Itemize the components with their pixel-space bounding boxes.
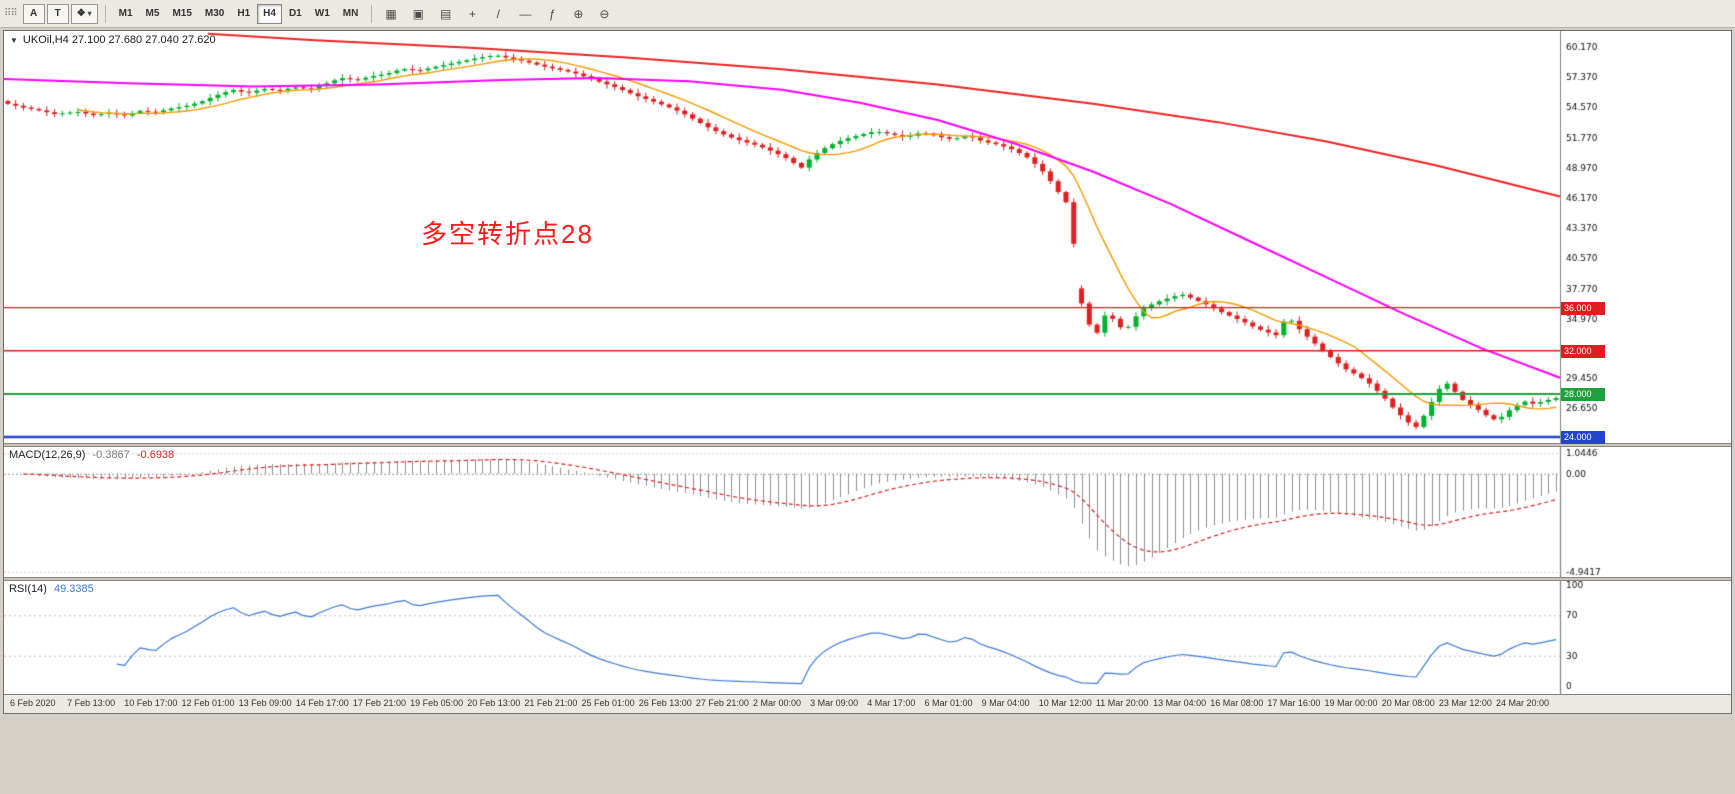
zoom-out-icon: ⊖ bbox=[599, 6, 610, 21]
rsi-label: RSI(14) 49.3385 bbox=[9, 583, 94, 595]
time-axis-label: 17 Feb 21:00 bbox=[352, 698, 406, 708]
timeframe-button-M15[interactable]: M15 bbox=[172, 8, 192, 19]
price-level-tag-36.000[interactable]: 36.000 bbox=[1561, 301, 1605, 315]
chart-shift-icon: ▣ bbox=[412, 6, 424, 21]
time-axis-label: 26 Feb 13:00 bbox=[638, 698, 692, 708]
crosshair-icon: + bbox=[468, 6, 476, 21]
cursor-a-button[interactable]: A bbox=[22, 3, 45, 24]
time-axis-label: 6 Feb 2020 bbox=[10, 698, 56, 708]
symbol-ohlc-label: ▼ UKOil,H4 27.100 27.680 27.040 27.620 bbox=[10, 34, 216, 46]
zoom-in-icon: ⊕ bbox=[573, 6, 584, 21]
time-axis-label: 23 Mar 12:00 bbox=[1438, 698, 1492, 708]
timeframe-button-H1[interactable]: H1 bbox=[237, 8, 251, 19]
time-axis-label: 4 Mar 17:00 bbox=[867, 698, 916, 708]
time-axis-label: 19 Feb 05:00 bbox=[410, 698, 464, 708]
macd-name: MACD(12,26,9) bbox=[9, 449, 86, 461]
timeframe-group: M1 M5 M15 M30 H1 H4 D1 W1 MN bbox=[113, 3, 365, 24]
price-level-tag-28.000[interactable]: 28.000 bbox=[1561, 387, 1605, 401]
toolbar-drag-handle-icon[interactable]: ⠿⠿ bbox=[4, 8, 18, 19]
time-axis[interactable]: 6 Feb 2020 7 Feb 13:00 10 Feb 17:00 12 Feb … bbox=[4, 694, 1731, 713]
trendline-button[interactable]: / bbox=[487, 4, 509, 24]
toolbar-separator bbox=[371, 4, 373, 23]
rsi-value: 49.3385 bbox=[53, 583, 94, 595]
time-axis-label: 16 Mar 08:00 bbox=[1210, 698, 1264, 708]
collapse-arrow-icon[interactable]: ▼ bbox=[10, 35, 18, 45]
rsi-name: RSI(14) bbox=[9, 583, 47, 595]
time-axis-label: 20 Mar 08:00 bbox=[1381, 698, 1435, 708]
timeframe-button-H4[interactable]: H4 bbox=[257, 3, 282, 24]
time-axis-label: 14 Feb 17:00 bbox=[295, 698, 349, 708]
toolbar-separator bbox=[104, 4, 106, 23]
time-axis-label: 19 Mar 00:00 bbox=[1324, 698, 1378, 708]
crosshair-button[interactable]: + bbox=[461, 4, 483, 24]
indicators-icon: ƒ bbox=[549, 6, 556, 21]
time-axis-label: 9 Mar 04:00 bbox=[981, 698, 1030, 708]
trendline-icon: / bbox=[496, 6, 501, 21]
timeframe-button-M1[interactable]: M1 bbox=[118, 8, 133, 19]
text-t-button[interactable]: T bbox=[46, 3, 69, 24]
chart-shift-button[interactable]: ▣ bbox=[407, 4, 430, 24]
time-axis-label: 27 Feb 21:00 bbox=[695, 698, 749, 708]
chart-annotation-text: 多空转折点28 bbox=[421, 218, 594, 249]
time-axis-label: 13 Feb 09:00 bbox=[238, 698, 292, 708]
time-axis-label: 7 Feb 13:00 bbox=[67, 698, 116, 708]
time-axis-label: 3 Mar 09:00 bbox=[810, 698, 859, 708]
zoom-out-button[interactable]: ⊖ bbox=[593, 4, 615, 24]
desktop-background bbox=[0, 714, 1735, 793]
macd-value-main: -0.3867 bbox=[92, 449, 130, 461]
new-chart-button[interactable]: ▦ bbox=[379, 4, 402, 24]
time-axis-label: 13 Mar 04:00 bbox=[1153, 698, 1207, 708]
timeframe-button-MN[interactable]: MN bbox=[342, 8, 359, 19]
palette-button[interactable]: ❖ ▾ bbox=[70, 3, 98, 24]
time-axis-label: 21 Feb 21:00 bbox=[524, 698, 578, 708]
new-chart-icon: ▦ bbox=[385, 6, 397, 21]
horizontal-line-button[interactable]: — bbox=[513, 4, 537, 24]
time-axis-label: 12 Feb 01:00 bbox=[181, 698, 235, 708]
time-axis-label: 10 Mar 12:00 bbox=[1038, 698, 1092, 708]
auto-scroll-button[interactable]: ▤ bbox=[434, 4, 457, 24]
chevron-down-icon[interactable]: ▾ bbox=[87, 9, 92, 18]
time-axis-label: 6 Mar 01:00 bbox=[924, 698, 973, 708]
time-axis-label: 20 Feb 13:00 bbox=[467, 698, 521, 708]
chart-window[interactable]: ▼ UKOil,H4 27.100 27.680 27.040 27.620 多… bbox=[3, 30, 1732, 714]
timeframe-button-D1[interactable]: D1 bbox=[288, 8, 302, 19]
panel-separator[interactable] bbox=[4, 577, 1731, 581]
horizontal-line-icon: — bbox=[519, 6, 532, 21]
rsi-panel[interactable]: RSI(14) 49.3385 bbox=[4, 581, 1731, 694]
macd-label: MACD(12,26,9) -0.3867 -0.6938 bbox=[9, 449, 174, 461]
auto-scroll-icon: ▤ bbox=[440, 6, 452, 21]
price-level-tag-32.000[interactable]: 32.000 bbox=[1561, 344, 1605, 358]
time-axis-label: 17 Mar 16:00 bbox=[1267, 698, 1321, 708]
timeframe-button-M30[interactable]: M30 bbox=[204, 8, 225, 19]
indicators-button[interactable]: ƒ bbox=[541, 4, 563, 24]
timeframe-button-W1[interactable]: W1 bbox=[314, 8, 330, 19]
panel-separator[interactable] bbox=[4, 443, 1731, 447]
price-chart-canvas[interactable] bbox=[4, 31, 1731, 443]
time-axis-label: 25 Feb 01:00 bbox=[581, 698, 635, 708]
price-level-tag-24.000[interactable]: 24.000 bbox=[1561, 431, 1605, 445]
price-panel[interactable]: ▼ UKOil,H4 27.100 27.680 27.040 27.620 多… bbox=[4, 31, 1731, 445]
toolbar: ⠿⠿ A T ❖ ▾ M1 M5 M15 M30 H1 H4 D1 W1 MN ▦ ▣ ▤ + / — ƒ ⊕ ⊖ bbox=[0, 0, 1735, 28]
macd-value-signal: -0.6938 bbox=[136, 449, 175, 461]
symbol-ohlc-text: UKOil,H4 27.100 27.680 27.040 27.620 bbox=[22, 34, 216, 46]
timeframe-button-M5[interactable]: M5 bbox=[145, 8, 160, 19]
zoom-in-button[interactable]: ⊕ bbox=[567, 4, 589, 24]
time-axis-label: 2 Mar 00:00 bbox=[753, 698, 802, 708]
macd-canvas[interactable] bbox=[4, 447, 1731, 577]
time-axis-label: 24 Mar 20:00 bbox=[1496, 698, 1550, 708]
time-axis-label: 11 Mar 20:00 bbox=[1095, 698, 1149, 708]
macd-panel[interactable]: MACD(12,26,9) -0.3867 -0.6938 bbox=[4, 447, 1731, 577]
rsi-canvas[interactable] bbox=[4, 581, 1731, 694]
time-axis-label: 10 Feb 17:00 bbox=[124, 698, 178, 708]
